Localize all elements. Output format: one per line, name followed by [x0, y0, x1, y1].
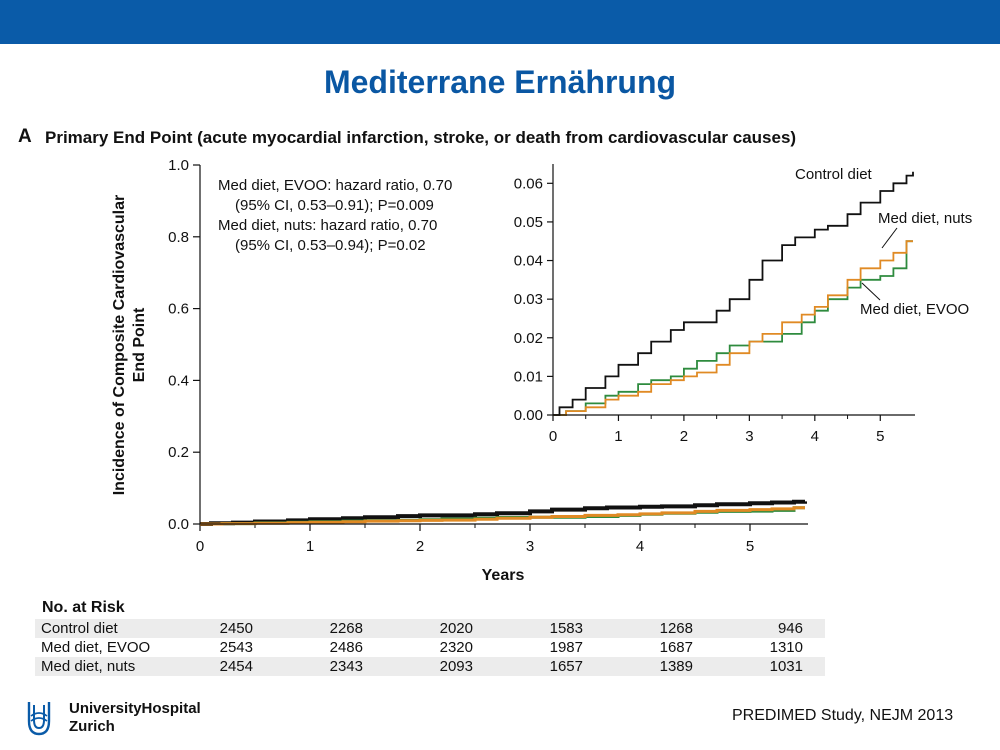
logo-line-2: Zurich — [69, 718, 115, 735]
hr-evoo-line: Med diet, EVOO: hazard ratio, 0.70 — [218, 177, 452, 194]
hr-nuts-ci-line: (95% CI, 0.53–0.94); P=0.02 — [235, 237, 426, 254]
risk-table-rows: Control diet 2450 2268 2020 1583 1268 946 Med d… — [35, 619, 825, 676]
risk-cell: 2343 — [329, 658, 363, 675]
inset-line-med-diet-nuts — [553, 240, 913, 416]
risk-cell: 2450 — [219, 620, 253, 637]
panel-label: A — [18, 126, 32, 147]
risk-cell: 1310 — [769, 639, 803, 656]
label-med-diet-evoo: Med diet, EVOO — [860, 301, 969, 318]
risk-cell: 1687 — [659, 639, 693, 656]
risk-cell: 1583 — [549, 620, 583, 637]
label-med-diet-nuts: Med diet, nuts — [878, 210, 972, 227]
main-x-tick-label: 4 — [636, 538, 644, 555]
main-y-tick-label: 0.8 — [168, 229, 189, 246]
inset-y-tick-label: 0.02 — [514, 330, 543, 347]
hospital-logo-text: UniversityHospital Zurich — [69, 700, 201, 736]
inset-y-tick-label: 0.00 — [514, 407, 543, 424]
y-axis-label-part1: Incidence of Composite Cardiovascular — [111, 195, 128, 496]
main-line-med-diet-nuts — [200, 506, 805, 526]
risk-cell: 1657 — [549, 658, 583, 675]
risk-cell: 2320 — [439, 639, 473, 656]
inset-y-tick-label: 0.01 — [514, 368, 543, 385]
risk-cell: 2020 — [439, 620, 473, 637]
inset-y-tick-label: 0.03 — [514, 291, 543, 308]
hospital-logo-icon — [27, 702, 51, 736]
main-series — [200, 499, 807, 526]
main-x-tick-label: 3 — [526, 538, 534, 555]
y-axis-label-line1: Incidence of Composite Cardiovascular End… — [111, 195, 148, 496]
main-x-tick-label: 1 — [306, 538, 314, 555]
inset-series — [553, 171, 914, 416]
slide-title: Mediterrane Ernährung — [323, 64, 677, 100]
main-x-tick-label: 2 — [416, 538, 424, 555]
leader-line-nuts — [881, 227, 898, 249]
risk-row-label: Med diet, nuts — [41, 658, 136, 675]
inset-x-tick-label: 1 — [614, 428, 622, 445]
leader-line-evoo — [861, 282, 881, 301]
survival-chart: 0.0 0.2 0.4 0.6 0.8 1.0 0 1 2 3 4 5 Incidence of Co… — [111, 157, 993, 584]
x-axis-label: Years — [482, 567, 525, 584]
main-x-tick-label: 5 — [746, 538, 754, 555]
logo-line-1: UniversityHospital — [69, 700, 201, 717]
header-bar — [0, 0, 1000, 44]
risk-row-label: Control diet — [41, 620, 118, 637]
inset-x-tick-label: 4 — [811, 428, 819, 445]
inset-y-tick-label: 0.06 — [514, 175, 543, 192]
inset-background — [493, 160, 993, 450]
main-y-tick-label: 0.2 — [168, 444, 189, 461]
risk-cell: 1987 — [549, 639, 583, 656]
main-axis-frame — [199, 165, 808, 525]
hazard-ratio-annotation: Med diet, EVOO: hazard ratio, 0.70 (95% … — [218, 177, 452, 254]
main-line-control-diet — [200, 499, 807, 526]
risk-cell: 1268 — [659, 620, 693, 637]
inset-x-tick-label: 3 — [745, 428, 753, 445]
inset-line-control-diet — [553, 171, 914, 416]
risk-cell: 2543 — [219, 639, 253, 656]
hr-nuts-line: Med diet, nuts: hazard ratio, 0.70 — [218, 217, 437, 234]
risk-cell: 2454 — [219, 658, 253, 675]
main-y-tick-label: 1.0 — [168, 157, 189, 174]
risk-cell: 1031 — [769, 658, 803, 675]
risk-table-row: Med diet, EVOO 2543 2486 2320 1987 1687 1310 — [35, 638, 825, 657]
risk-cell: 2093 — [439, 658, 473, 675]
main-x-tick-label: 0 — [196, 538, 204, 555]
inset-y-tick-label: 0.04 — [514, 253, 543, 270]
risk-table-title: No. at Risk — [42, 599, 125, 616]
inset-y-tick-label: 0.05 — [514, 214, 543, 231]
risk-table: No. at Risk Control diet 2450 2268 2020 1583… — [35, 597, 825, 676]
inset-x-tick-label: 5 — [876, 428, 884, 445]
risk-cell: 946 — [777, 620, 803, 637]
risk-cell: 2486 — [329, 639, 363, 656]
y-axis-label-part2: End Point — [131, 307, 148, 382]
main-y-tick-label: 0.6 — [168, 301, 189, 318]
risk-row-label: Med diet, EVOO — [41, 639, 151, 656]
main-y-tick-label: 0.4 — [168, 372, 189, 389]
inset-line-med-diet-evoo — [553, 240, 913, 416]
inset-x-tick-label: 0 — [549, 428, 557, 445]
risk-table-row: Med diet, nuts 2454 2343 2093 1657 1389 1031 — [35, 657, 825, 676]
risk-cell: 1389 — [659, 658, 693, 675]
label-control-diet: Control diet — [795, 166, 873, 183]
main-y-tick-label: 0.0 — [168, 516, 189, 533]
hr-evoo-ci-line: (95% CI, 0.53–0.91); P=0.009 — [235, 197, 434, 214]
inset-axes: 0.00 0.01 0.02 0.03 0.04 0.05 0.06 0 1 2 3 4 5 — [514, 175, 885, 445]
risk-cell: 2268 — [329, 620, 363, 637]
main-axes: 0.0 0.2 0.4 0.6 0.8 1.0 0 1 2 3 4 5 — [168, 157, 754, 555]
inset-series-labels: Control diet Med diet, nuts Med diet, EV… — [795, 166, 972, 318]
risk-table-row: Control diet 2450 2268 2020 1583 1268 946 — [35, 619, 825, 638]
inset-x-tick-label: 2 — [680, 428, 688, 445]
panel-title: Primary End Point (acute myocardial infa… — [45, 128, 797, 147]
inset-chart: 0.00 0.01 0.02 0.03 0.04 0.05 0.06 0 1 2 3 4 5 Contr… — [493, 160, 993, 450]
source-citation: PREDIMED Study, NEJM 2013 — [732, 707, 954, 724]
